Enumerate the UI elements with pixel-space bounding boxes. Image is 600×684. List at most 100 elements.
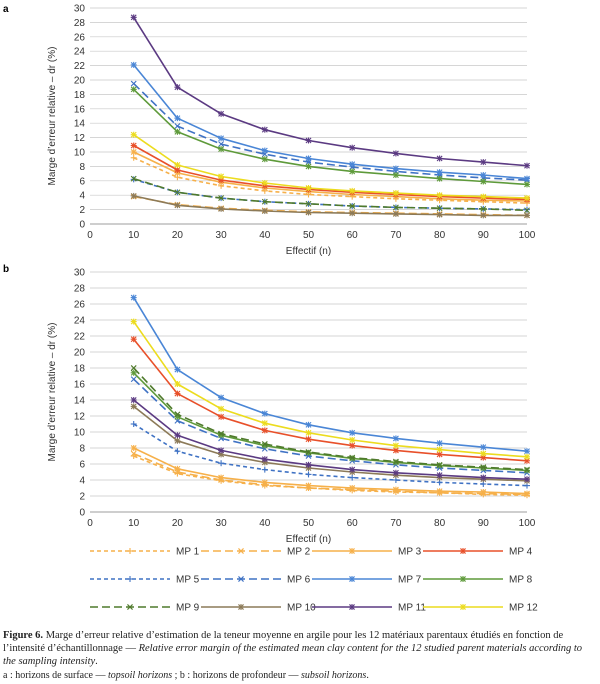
y-axis-title: Marge d’erreur relative – dr (%) [47,47,58,186]
data-point [436,462,443,469]
data-point [392,172,399,179]
series-mp-7 [130,61,530,182]
data-point [524,162,530,169]
data-point [174,381,181,387]
data-point [218,205,225,212]
x-tick-label: 90 [478,230,490,241]
data-point [174,202,181,209]
data-point [524,453,530,460]
data-point [174,123,181,130]
data-point [261,441,268,447]
data-point [349,210,356,217]
x-tick-label: 60 [347,230,359,241]
data-point [524,212,530,219]
data-point [436,461,443,468]
data-point [130,450,137,457]
x-tick-label: 20 [172,518,184,529]
series-mp-10 [130,192,530,219]
x-tick-label: 10 [128,230,140,241]
series-line-mp-8 [133,88,528,186]
data-point [392,204,399,211]
legend-item-mp-2: MP 2 [201,547,311,558]
data-point [261,410,268,417]
data-point [524,195,530,202]
legend-marker [127,548,133,554]
panel-label-b: b [3,264,9,275]
series-line-mp-7 [133,297,528,452]
data-point [524,490,530,497]
data-point [130,131,137,138]
data-point [524,476,530,483]
data-point [174,161,181,168]
y-tick-label: 22 [74,61,86,72]
data-point [218,195,225,202]
data-point [480,193,487,200]
y-tick-label: 4 [79,476,85,487]
legend-label: MP 12 [509,603,538,614]
y-tick-label: 16 [74,104,86,115]
legend-item-mp-6: MP 6 [201,575,311,586]
data-point [349,485,356,491]
x-tick-label: 100 [519,230,536,241]
y-tick-label: 14 [74,119,86,130]
data-point [261,427,268,434]
data-point [130,61,137,68]
data-point [218,447,225,454]
y-tick-label: 28 [74,284,86,295]
data-point [218,141,225,148]
data-point [174,448,181,455]
x-tick-label: 90 [478,518,490,529]
data-point [524,448,530,455]
data-point [130,154,137,161]
legend-marker [349,576,355,582]
y-tick-label: 10 [74,428,86,439]
legend-label: MP 3 [398,547,422,558]
data-point [218,413,225,420]
legend-label: MP 5 [176,575,200,586]
y-tick-label: 26 [74,32,86,43]
data-point [305,449,312,456]
series-mp-5 [130,421,530,489]
y-tick-label: 12 [74,133,86,144]
data-point [218,430,225,437]
data-point [349,474,356,481]
data-point [524,181,530,188]
legend-item-mp-11: MP 11 [312,603,426,614]
data-point [305,461,312,468]
caption-english: Relative error margin of the estimated m… [3,643,583,667]
legend-marker [460,604,466,610]
y-tick-label: 24 [74,316,86,327]
note-b-english: subsoil horizons [301,670,367,681]
data-point [130,80,137,87]
data-point [218,405,225,412]
y-tick-label: 20 [74,76,86,87]
data-point [130,14,137,21]
legend-marker [238,604,244,610]
data-point [130,403,137,410]
series-line-mp-10 [133,195,527,217]
data-point [174,167,181,173]
x-tick-label: 70 [390,518,402,529]
legend-item-mp-3: MP 3 [312,547,422,558]
data-point [524,175,530,182]
data-point [524,466,530,473]
data-point [436,446,443,453]
y-tick-label: 10 [74,148,86,159]
data-point [130,149,137,155]
x-tick-label: 30 [216,518,228,529]
data-point [392,150,399,157]
x-tick-label: 70 [390,230,402,241]
data-point [305,137,312,144]
x-tick-label: 30 [216,230,228,241]
legend-label: MP 8 [509,575,533,586]
data-point [436,169,443,176]
data-point [305,482,312,489]
y-tick-label: 2 [79,492,85,503]
data-point [392,469,399,476]
series-line-mp-4 [133,338,528,462]
series-line-mp-3 [133,151,528,202]
y-tick-label: 30 [74,268,86,279]
legend-item-mp-12: MP 12 [423,603,538,614]
data-point [130,369,137,376]
